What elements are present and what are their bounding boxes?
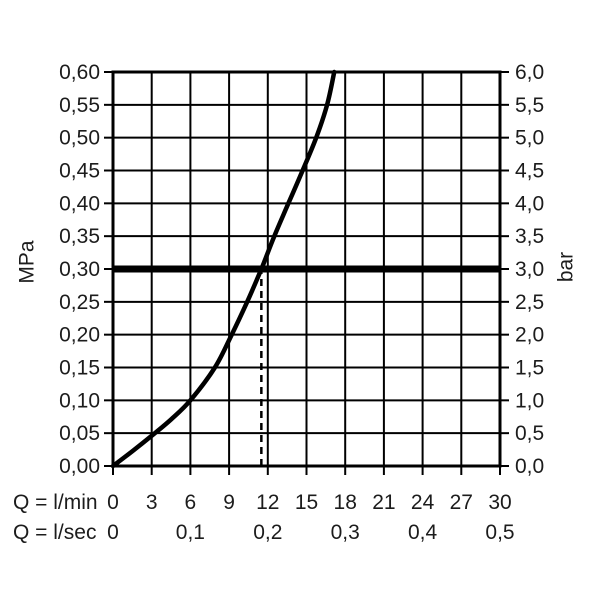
x-lmin-tick-label: 21	[372, 491, 395, 514]
y-left-tick-label: 0,50	[59, 127, 100, 150]
y-right-tick-label: 4,5	[515, 160, 544, 183]
y-left-tick-label: 0,10	[59, 389, 100, 412]
y-right-tick-label: 0,5	[515, 422, 544, 445]
y-left-tick-label: 0,60	[59, 61, 100, 84]
y-axis-right-title: bar	[555, 252, 578, 282]
y-left-tick-label: 0,55	[59, 94, 100, 117]
y-right-tick-label: 6,0	[515, 61, 544, 84]
y-right-tick-label: 3,5	[515, 225, 544, 248]
y-right-tick-label: 1,5	[515, 357, 544, 380]
y-left-tick-label: 0,05	[59, 422, 100, 445]
x-lmin-tick-label: 12	[256, 491, 279, 514]
y-right-tick-label: 0,0	[515, 455, 544, 478]
y-right-tick-label: 2,5	[515, 291, 544, 314]
y-left-tick-label: 0,35	[59, 225, 100, 248]
x-axis-tick-labels: 0 3 6 9 12 15 18 21 24 27 30 0 0,1 0,2 0,3 0,4 0,5	[107, 491, 514, 544]
y-right-tick-label: 5,5	[515, 94, 544, 117]
y-axis-right-tick-labels: 6,0 5,5 5,0 4,5 4,0 3,5 3,0 2,5 2,0 1,5 1,0 0,5 0,0	[515, 61, 544, 478]
x-lsec-tick-label: 0,3	[331, 521, 360, 544]
y-left-tick-label: 0,25	[59, 291, 100, 314]
x-axis-lmin-prefix: Q = l/min	[13, 491, 98, 514]
x-lsec-tick-label: 0,2	[253, 521, 282, 544]
y-left-tick-label: 0,40	[59, 192, 100, 215]
flow-pressure-curve	[110, 69, 337, 469]
y-left-tick-label: 0,00	[59, 455, 100, 478]
x-lsec-tick-label: 0,4	[408, 521, 438, 544]
x-lsec-tick-label: 0,1	[176, 521, 205, 544]
y-axis-left-title: MPa	[16, 240, 39, 284]
y-right-tick-label: 2,0	[515, 324, 544, 347]
y-right-tick-label: 4,0	[515, 192, 544, 215]
x-lmin-tick-label: 27	[450, 491, 473, 514]
y-right-tick-label: 1,0	[515, 389, 544, 412]
y-left-tick-label: 0,45	[59, 160, 100, 183]
x-lmin-tick-label: 15	[295, 491, 318, 514]
x-lmin-tick-label: 6	[185, 491, 197, 514]
x-lsec-tick-label: 0,5	[485, 521, 514, 544]
x-lmin-tick-label: 30	[488, 491, 511, 514]
x-lmin-tick-label: 0	[107, 491, 119, 514]
y-left-tick-label: 0,15	[59, 357, 100, 380]
x-lmin-tick-label: 9	[223, 491, 235, 514]
x-lmin-tick-label: 18	[334, 491, 357, 514]
x-axis-lsec-prefix: Q = l/sec	[13, 521, 96, 544]
x-lmin-tick-label: 24	[411, 491, 435, 514]
x-lsec-tick-label: 0	[107, 521, 119, 544]
x-lmin-tick-label: 3	[146, 491, 158, 514]
y-right-tick-label: 5,0	[515, 127, 544, 150]
y-left-tick-label: 0,20	[59, 324, 100, 347]
y-right-tick-label: 3,0	[515, 258, 544, 281]
y-axis-left-tick-labels: 0,60 0,55 0,50 0,45 0,40 0,35 0,30 0,25 0,20 0,15…	[59, 61, 100, 478]
y-left-tick-label: 0,30	[59, 258, 100, 281]
